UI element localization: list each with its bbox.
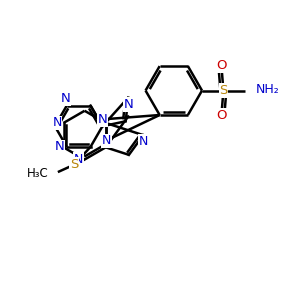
Text: O: O <box>217 109 227 122</box>
Text: N: N <box>52 116 62 130</box>
Text: O: O <box>217 59 227 72</box>
Text: N: N <box>60 92 70 105</box>
Text: N: N <box>123 98 133 111</box>
Text: N: N <box>139 135 148 148</box>
Text: N: N <box>98 113 107 126</box>
Text: NH₂: NH₂ <box>256 82 280 96</box>
Text: N: N <box>55 140 65 153</box>
Text: S: S <box>70 158 78 171</box>
Text: H₃C: H₃C <box>27 167 49 180</box>
Text: N: N <box>102 134 111 147</box>
Text: N: N <box>74 153 83 166</box>
Text: S: S <box>219 84 228 97</box>
